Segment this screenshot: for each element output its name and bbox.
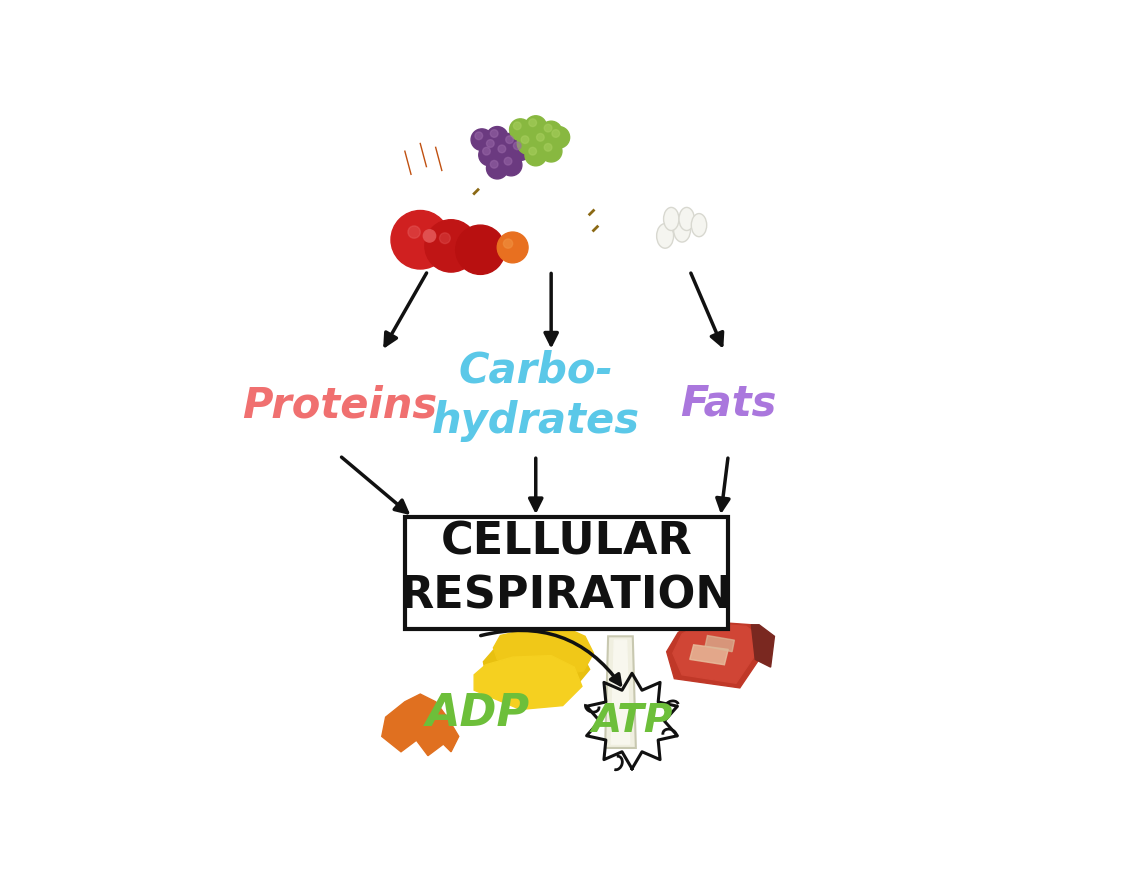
Circle shape [456, 225, 505, 275]
Circle shape [425, 220, 477, 272]
Circle shape [514, 122, 521, 130]
Circle shape [500, 154, 522, 176]
Text: Fats: Fats [680, 382, 776, 424]
Circle shape [471, 129, 493, 150]
Ellipse shape [691, 214, 707, 236]
Polygon shape [705, 635, 735, 652]
Circle shape [487, 127, 508, 148]
Circle shape [533, 130, 554, 152]
Polygon shape [690, 645, 728, 665]
Circle shape [497, 232, 528, 262]
Polygon shape [381, 694, 459, 756]
Polygon shape [611, 640, 629, 744]
Text: Carbo-
hydrates: Carbo- hydrates [432, 350, 640, 442]
Polygon shape [752, 625, 774, 667]
Circle shape [544, 124, 552, 132]
Circle shape [487, 158, 508, 178]
Circle shape [482, 147, 490, 155]
Circle shape [525, 144, 546, 166]
Circle shape [390, 211, 450, 269]
Circle shape [525, 116, 546, 137]
Circle shape [521, 136, 528, 144]
Ellipse shape [673, 217, 690, 242]
Polygon shape [666, 621, 766, 688]
Circle shape [541, 121, 562, 143]
Circle shape [528, 119, 536, 127]
Text: CELLULAR
RESPIRATION: CELLULAR RESPIRATION [399, 521, 734, 617]
Polygon shape [605, 636, 636, 748]
Circle shape [544, 144, 552, 151]
Circle shape [504, 239, 513, 248]
Bar [405, 517, 728, 628]
Circle shape [502, 133, 524, 154]
Circle shape [494, 142, 516, 164]
Circle shape [541, 140, 562, 162]
Circle shape [487, 140, 494, 147]
Circle shape [528, 147, 536, 155]
Circle shape [423, 230, 435, 242]
Circle shape [440, 233, 450, 243]
Circle shape [479, 144, 500, 166]
Polygon shape [673, 623, 760, 683]
Circle shape [475, 132, 482, 140]
FancyArrowPatch shape [480, 630, 620, 685]
Circle shape [498, 145, 506, 153]
Circle shape [408, 226, 421, 238]
Ellipse shape [679, 207, 695, 230]
Circle shape [490, 160, 498, 168]
Polygon shape [475, 655, 582, 710]
Ellipse shape [663, 207, 679, 230]
Polygon shape [484, 641, 590, 692]
Circle shape [504, 158, 512, 165]
Circle shape [490, 130, 498, 137]
Circle shape [517, 133, 539, 154]
Circle shape [506, 136, 514, 144]
Circle shape [548, 127, 570, 148]
Text: Proteins: Proteins [242, 384, 436, 426]
Polygon shape [494, 626, 594, 676]
Circle shape [509, 119, 531, 140]
Circle shape [536, 134, 544, 141]
Text: ADP: ADP [426, 692, 530, 735]
Circle shape [509, 139, 531, 160]
Circle shape [482, 136, 504, 158]
Circle shape [552, 130, 560, 137]
Text: ATP: ATP [591, 702, 673, 740]
Ellipse shape [656, 224, 673, 248]
Circle shape [514, 142, 521, 150]
